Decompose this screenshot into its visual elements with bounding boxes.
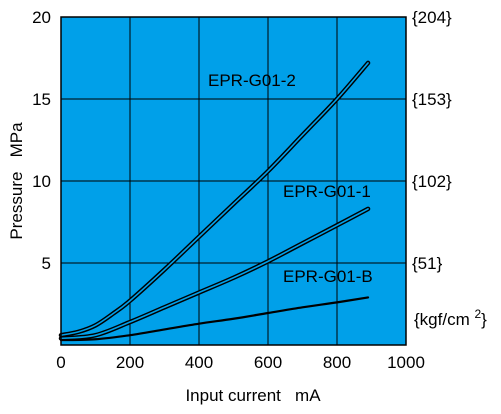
y-tick-label: 5 — [42, 254, 51, 273]
grid-lines — [61, 17, 406, 345]
series-labels: EPR-G01-2 EPR-G01-1 EPR-G01-B — [208, 71, 373, 286]
y2-unit-superscript: 2 — [474, 307, 481, 321]
y2-tick-label: {102} — [412, 172, 452, 191]
series-lines — [58, 60, 371, 342]
series-label-epr-g01-b: EPR-G01-B — [283, 267, 373, 286]
x-tick-label: 200 — [116, 353, 144, 372]
x-tick-label: 400 — [185, 353, 213, 372]
y-tick-label: 10 — [32, 172, 51, 191]
y2-unit-text: {kgf/cm — [414, 310, 470, 329]
y2-tick-label: {204} — [412, 8, 452, 27]
series-line-epr-g01-b — [59, 296, 370, 342]
y-axis-title: Pressure MPa — [7, 122, 26, 240]
y-tick-labels: 5 10 15 20 — [32, 8, 51, 273]
x-tick-labels: 0 200 400 600 800 1000 — [56, 353, 425, 372]
y2-tick-labels: {51} {102} {153} {204} — [412, 8, 452, 273]
series-line-inner-epr-g01-2 — [60, 62, 369, 336]
y2-tick-label: {51} — [412, 254, 443, 273]
x-tick-label: 0 — [56, 353, 65, 372]
plot-frame — [60, 16, 407, 346]
x-tick-label: 800 — [323, 353, 351, 372]
x-axis-title: Input current mA — [185, 386, 321, 405]
series-label-epr-g01-1: EPR-G01-1 — [283, 182, 371, 201]
y2-unit-suffix: } — [481, 310, 487, 329]
y2-tick-label: {153} — [412, 90, 452, 109]
series-line-inner-epr-g01-1 — [60, 208, 369, 340]
y-tick-label: 20 — [32, 8, 51, 27]
x-tick-label: 600 — [254, 353, 282, 372]
y2-unit-label: {kgf/cm 2} — [414, 307, 487, 329]
y-tick-label: 15 — [32, 90, 51, 109]
x-tick-label: 1000 — [387, 353, 425, 372]
series-label-epr-g01-2: EPR-G01-2 — [208, 71, 296, 90]
